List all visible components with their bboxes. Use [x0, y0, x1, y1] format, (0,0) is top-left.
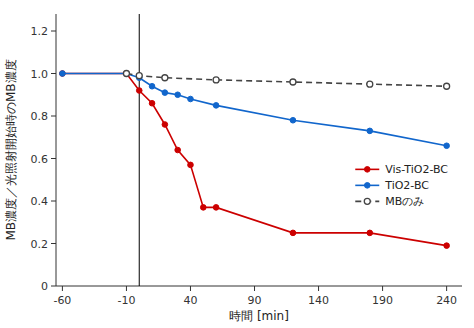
data-point — [124, 71, 130, 77]
x-tick — [254, 286, 255, 291]
plot-area — [60, 14, 450, 286]
y-tick-label: 1.0 — [31, 68, 49, 81]
data-point — [213, 77, 219, 83]
data-point — [213, 205, 219, 211]
data-point — [213, 103, 219, 109]
x-tick — [190, 286, 191, 291]
y-tick — [51, 31, 56, 32]
data-point — [188, 162, 194, 168]
x-tick — [62, 286, 63, 291]
data-point — [162, 75, 168, 81]
x-tick-label: 240 — [436, 294, 457, 307]
data-point — [367, 128, 373, 134]
legend-background — [349, 155, 454, 215]
y-tick — [51, 201, 56, 202]
data-point — [149, 83, 155, 89]
legend-marker — [364, 167, 370, 173]
y-tick — [51, 243, 56, 244]
data-point — [367, 230, 373, 236]
y-axis-label: MB濃度／光照射開始時のMB濃度 — [4, 59, 18, 240]
data-point — [290, 79, 296, 85]
y-tick-label: 0.4 — [31, 195, 49, 208]
y-axis-line — [56, 14, 57, 286]
reference-line — [139, 14, 140, 286]
data-point — [60, 71, 66, 77]
axes: 0 0.2 0.4 0.6 0.8 1.0 1.2 -60 -10 40 90 140 190 240 — [31, 14, 463, 307]
legend-label: TiO2-BC — [384, 179, 429, 192]
data-point — [175, 92, 181, 98]
y-tick — [51, 73, 56, 74]
x-tick-label: -10 — [117, 294, 135, 307]
legend-label: Vis-TiO2-BC — [385, 163, 448, 176]
x-tick-label: 40 — [183, 294, 197, 307]
x-tick — [446, 286, 447, 291]
data-point — [124, 71, 130, 77]
x-tick-label: 140 — [308, 294, 329, 307]
data-point — [136, 88, 142, 94]
x-tick-label: 90 — [248, 294, 262, 307]
data-point — [60, 71, 66, 77]
data-point — [175, 147, 181, 153]
x-tick-label: -60 — [53, 294, 71, 307]
data-point — [444, 143, 450, 149]
data-point — [188, 96, 194, 102]
chart: 0 0.2 0.4 0.6 0.8 1.0 1.2 -60 -10 40 90 140 190 240 時間… — [0, 0, 474, 328]
x-tick-label: 190 — [372, 294, 393, 307]
y-tick — [51, 286, 56, 287]
data-point — [162, 90, 168, 96]
y-tick-label: 1.2 — [31, 25, 49, 38]
data-point — [290, 230, 296, 236]
series-line — [126, 74, 446, 87]
legend-marker — [364, 183, 370, 189]
legend: Vis-TiO2-BC TiO2-BC MBのみ — [349, 155, 454, 215]
y-tick — [51, 158, 56, 159]
x-axis-label: 時間 [min] — [229, 309, 289, 323]
series-line — [62, 74, 446, 146]
x-tick — [382, 286, 383, 291]
data-point — [123, 71, 129, 77]
data-point — [444, 83, 450, 89]
y-tick-label: 0 — [41, 280, 48, 293]
y-tick-label: 0.6 — [31, 153, 49, 166]
x-axis-line — [56, 286, 462, 287]
data-point — [367, 81, 373, 87]
legend-label: MBのみ — [385, 195, 424, 208]
data-point — [200, 205, 206, 211]
data-point — [444, 243, 450, 249]
data-point — [136, 73, 142, 79]
x-tick — [126, 286, 127, 291]
legend-marker — [364, 198, 370, 204]
x-tick — [318, 286, 319, 291]
y-tick-label: 0.8 — [31, 110, 49, 123]
data-point — [290, 117, 296, 123]
y-tick-label: 0.2 — [31, 238, 49, 251]
data-point — [162, 122, 168, 128]
data-point — [149, 100, 155, 106]
y-tick — [51, 116, 56, 117]
